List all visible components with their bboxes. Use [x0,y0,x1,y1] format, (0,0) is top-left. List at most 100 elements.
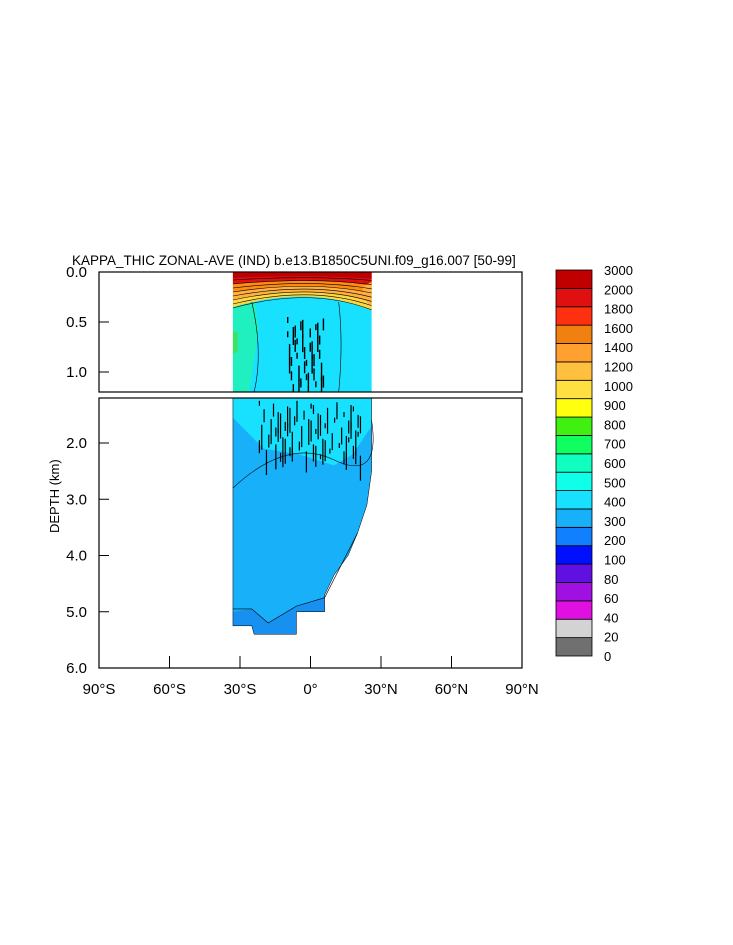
colorbar-swatch [555,361,593,381]
noise-line [311,355,313,374]
colorbar-label: 400 [604,495,626,510]
noise-line [298,365,300,381]
noise-line [291,448,293,462]
noise-line [296,352,298,359]
noise-line [359,455,362,481]
y-tick-label: 2.0 [66,435,87,452]
noise-line [272,403,275,417]
noise-line [275,427,277,437]
noise-line [357,414,359,428]
colorbar-label: 2000 [604,282,633,297]
y-tick-label: 3.0 [66,491,87,508]
chart-title: KAPPA_THIC ZONAL-AVE (IND) b.e13.B1850C5… [72,253,516,268]
noise-line [315,445,317,467]
noise-line [350,405,352,431]
noise-line [322,375,325,388]
noise-line [319,454,322,460]
noise-line [290,371,293,381]
noise-line [302,319,304,338]
y-tick-label: 0.5 [66,314,87,331]
contour-line [232,280,372,285]
colorbar-label: 40 [604,610,618,625]
noise-line [348,420,350,434]
colorbar-swatch [555,416,593,436]
colorbar-label: 1600 [604,321,633,336]
colorbar-swatch [555,582,593,602]
noise-line [322,455,324,465]
noise-line [275,444,277,470]
noise-line [284,421,286,431]
noise-line [331,433,333,451]
noise-line [315,381,317,388]
noise-line [343,451,345,465]
noise-line [313,354,315,367]
colorbar-swatch [555,453,593,473]
noise-line [261,424,263,450]
noise-line [298,379,300,392]
noise-line [282,437,284,459]
contour-line [232,532,358,624]
colorbar-swatch [555,545,593,565]
lower-panel [98,397,523,669]
x-axis-ticks: 90°S 60°S 30°S 0° 30°N 60°N 90°N [83,656,539,698]
noise-line [359,416,362,434]
noise-line [309,328,311,338]
noise-line [294,416,296,426]
noise-line [312,405,315,415]
noise-line [352,445,354,459]
noise-line [291,431,293,453]
noise-line [301,426,303,448]
noise-line [294,339,296,352]
noise-line [317,413,319,431]
colorbar-label: 700 [604,437,626,452]
noise-line [298,441,300,451]
contour-line [251,301,259,392]
noise-line [300,321,302,331]
x-tick-label: 90°N [505,681,539,698]
x-tick-label: 60°N [435,681,469,698]
noise-line [326,424,329,434]
noise-line [305,451,307,473]
noise-line [343,412,345,418]
noise-line [345,452,347,470]
noise-line [287,423,289,437]
noise-line [289,447,291,457]
colorbar-label: 100 [604,553,626,568]
noise-line [312,444,315,462]
x-tick-label: 0° [303,681,317,698]
x-tick-label: 30°S [224,681,257,698]
noise-line [334,417,336,423]
colorbar-swatch [555,343,593,363]
colorbar-swatch [555,398,593,418]
basin-outline [232,398,372,635]
colorbar-label: 60 [604,591,618,606]
colorbar-label: 300 [604,514,626,529]
noise-line [320,377,323,392]
contour-line [232,285,372,294]
colorbar-label: 900 [604,398,626,413]
noise-line [322,438,324,456]
y-axis-label: DEPTH (km) [47,459,62,533]
noise-line [329,448,331,454]
colorbar-swatch [555,508,593,528]
noise-line [313,368,315,381]
colorbar-swatch [555,269,593,289]
noise-line [326,407,329,425]
noise-line [270,419,272,445]
contour-line [232,283,372,290]
noise-line [320,362,323,381]
colorbar-label: 600 [604,456,626,471]
noise-line [305,374,308,381]
x-tick-label: 90°S [83,681,116,698]
noise-line [303,347,306,359]
noise-line [336,402,338,420]
contour-line [232,291,372,302]
contour-line [232,277,372,281]
colorbar-label: 1200 [604,360,633,375]
colorbar-label: 80 [604,572,618,587]
noise-line [322,318,325,331]
colorbar-swatch [555,435,593,455]
noise-line [318,335,321,345]
noise-line [265,450,268,476]
